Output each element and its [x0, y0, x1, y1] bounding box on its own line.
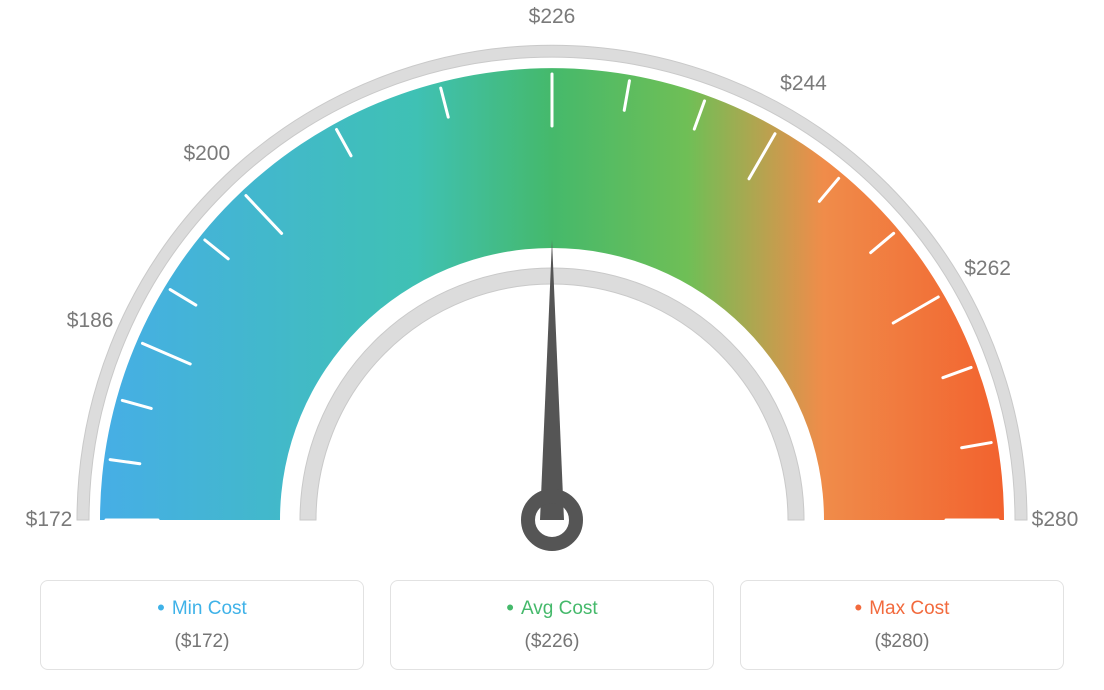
legend-min-value: ($172) — [51, 631, 353, 653]
legend-card-min: Min Cost ($172) — [40, 580, 364, 670]
legend-min-label: Min Cost — [51, 595, 353, 621]
legend-avg-label: Avg Cost — [401, 595, 703, 621]
legend-max-value: ($280) — [751, 631, 1053, 653]
gauge-tick-label: $186 — [67, 309, 114, 333]
gauge-area: $172$186$200$226$244$262$280 — [0, 10, 1104, 570]
legend-row: Min Cost ($172) Avg Cost ($226) Max Cost… — [40, 580, 1064, 670]
gauge-chart-container: $172 $186 $200 $226 $244 $262 $280 Min Cost ($… — [0, 0, 1104, 690]
gauge-svg — [0, 10, 1104, 570]
gauge-tick-label: $280 — [1032, 508, 1079, 532]
gauge-tick-label: $200 — [183, 142, 230, 166]
gauge-tick-label: $262 — [964, 257, 1011, 281]
legend-card-avg: Avg Cost ($226) — [390, 580, 714, 670]
legend-max-label: Max Cost — [751, 595, 1053, 621]
gauge-tick-label: $226 — [529, 5, 576, 29]
gauge-tick-label: $244 — [780, 72, 827, 96]
legend-card-max: Max Cost ($280) — [740, 580, 1064, 670]
legend-avg-value: ($226) — [401, 631, 703, 653]
gauge-tick-label: $172 — [26, 508, 73, 532]
